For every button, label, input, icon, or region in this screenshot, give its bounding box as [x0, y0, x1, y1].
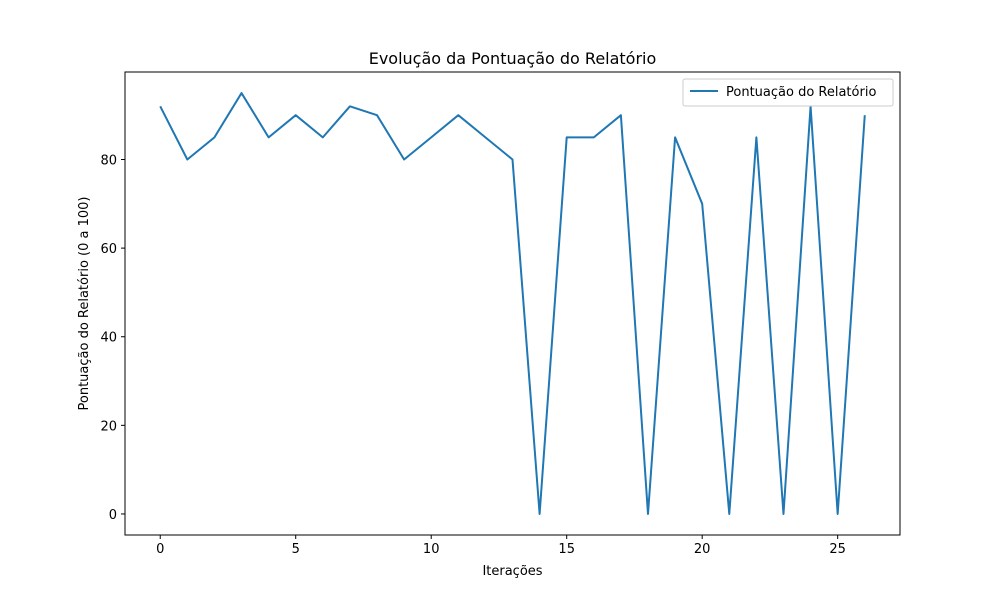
y-tick-label: 40 — [100, 331, 117, 346]
x-axis-label: Iterações — [482, 564, 542, 579]
legend-box — [682, 78, 894, 107]
series-line — [159, 92, 866, 515]
y-tick-label: 60 — [100, 242, 117, 257]
x-tick-label: 15 — [558, 542, 575, 557]
x-tick-label: 20 — [694, 542, 711, 557]
chart-title: Evolução da Pontuação do Relatório — [369, 49, 657, 68]
y-axis: 0 20 40 60 80 — [100, 154, 125, 523]
x-tick-label: 25 — [829, 542, 846, 557]
y-tick-label: 80 — [100, 154, 117, 169]
x-tick-label: 10 — [423, 542, 440, 557]
x-tick-label: 5 — [292, 542, 300, 557]
plot-frame — [124, 71, 901, 536]
y-tick-label: 20 — [100, 419, 117, 434]
legend-label: Pontuação do Relatório — [726, 85, 876, 100]
y-tick-label: 0 — [109, 508, 117, 523]
x-axis: 0 5 10 15 20 25 — [156, 535, 846, 557]
y-axis-label: Pontuação do Relatório (0 a 100) — [77, 197, 92, 411]
legend: Pontuação do Relatório — [682, 78, 894, 107]
x-tick-label: 0 — [156, 542, 164, 557]
plot-area — [159, 92, 866, 515]
